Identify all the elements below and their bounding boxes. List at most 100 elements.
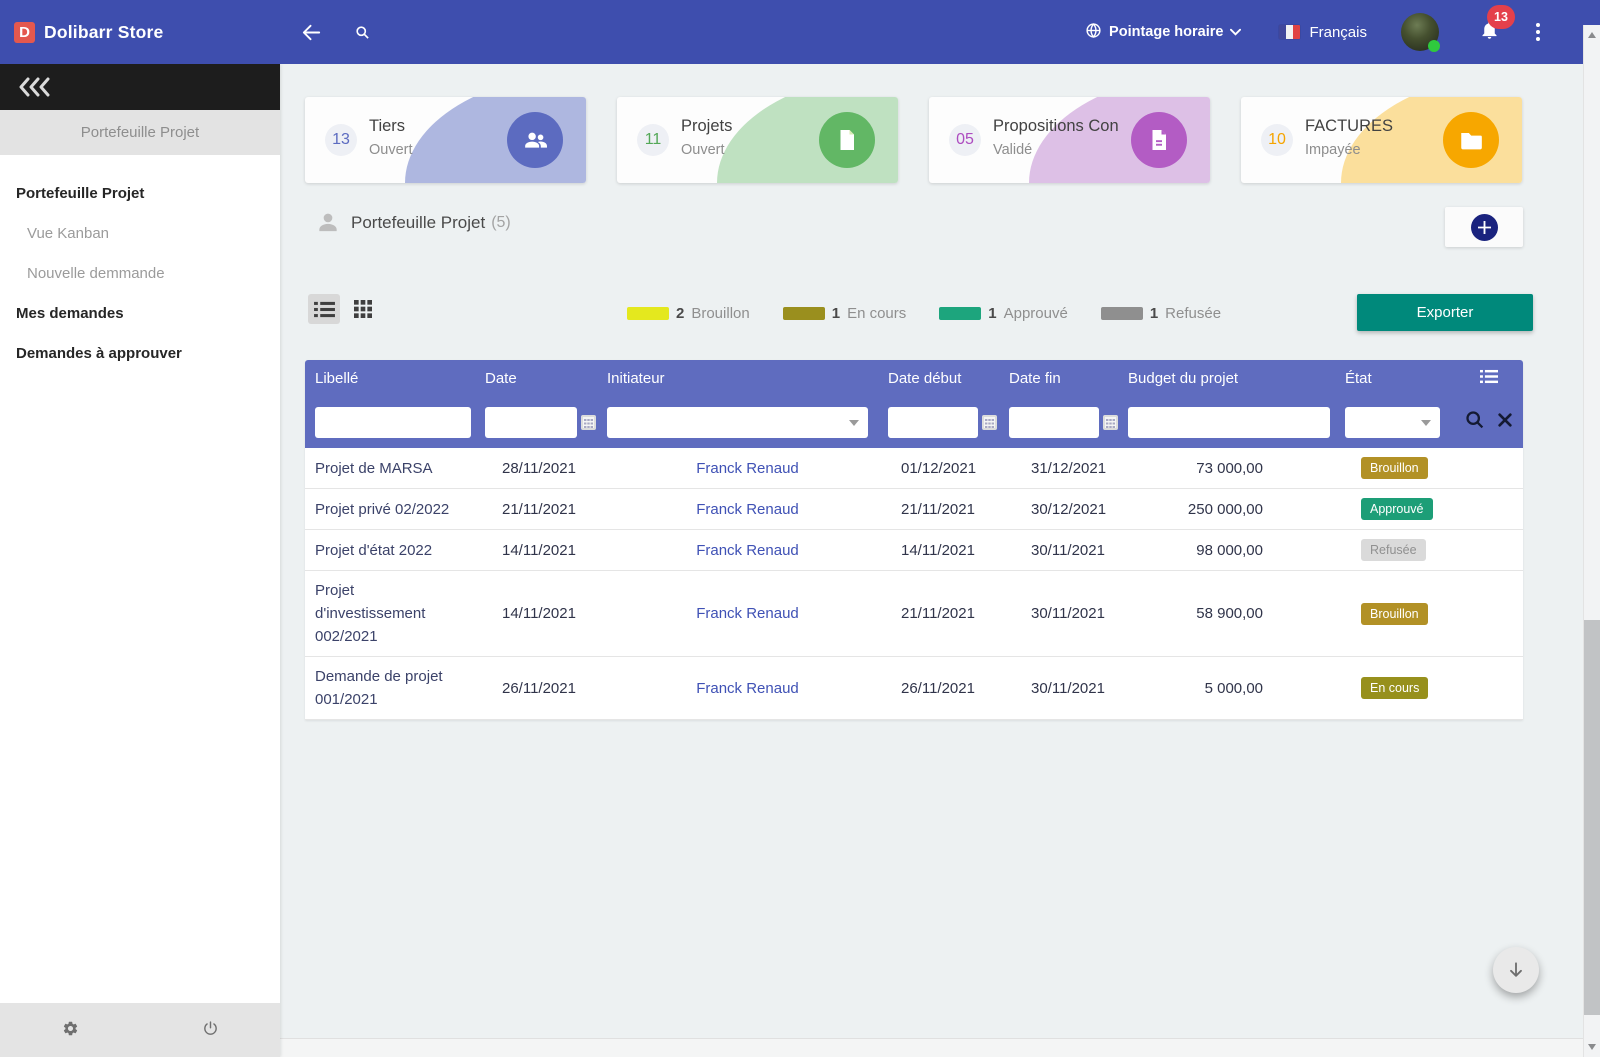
- legend-count: 1: [988, 305, 997, 322]
- initiateur-link[interactable]: Franck Renaud: [696, 500, 799, 518]
- legend-label: En cours: [847, 305, 907, 322]
- project-link[interactable]: Projet d'état 2022: [315, 541, 433, 559]
- date-debut-cell: 21/11/2021: [901, 605, 975, 622]
- user-menu[interactable]: [1401, 13, 1440, 52]
- propositions-count: 05: [949, 124, 981, 156]
- chevron-down-icon: [1230, 24, 1242, 40]
- column-header-etat[interactable]: État: [1345, 369, 1372, 387]
- filter-date-input[interactable]: [485, 406, 577, 438]
- top-navbar: D Dolibarr Store Pointage horaire França…: [0, 0, 1600, 64]
- date-fin-cell: 30/12/2021: [1031, 500, 1107, 518]
- budget-cell: 98 000,00: [1196, 541, 1263, 559]
- project-link[interactable]: Projet de MARSA: [315, 459, 433, 477]
- filter-budget-input[interactable]: [1128, 406, 1330, 438]
- table-row: Projet d'état 2022 14/11/2021 Franck Ren…: [305, 530, 1523, 571]
- logout-power-icon[interactable]: [202, 1020, 219, 1042]
- legend-swatch-refusee: [1100, 307, 1143, 320]
- column-header-budget[interactable]: Budget du projet: [1128, 369, 1239, 387]
- person-icon: [319, 213, 337, 232]
- list-view-button[interactable]: [308, 294, 340, 324]
- language-selector[interactable]: Français: [1279, 24, 1367, 41]
- budget-cell: 5 000,00: [1204, 679, 1263, 697]
- scrollbar-up-arrow[interactable]: [1588, 32, 1596, 38]
- filter-etat-select[interactable]: [1345, 406, 1440, 438]
- scrollbar-down-arrow[interactable]: [1588, 1044, 1596, 1050]
- more-menu-icon[interactable]: [1536, 23, 1540, 41]
- status-badge: Refusée: [1361, 539, 1426, 561]
- date-cell: 14/11/2021: [502, 605, 576, 622]
- budget-cell: 58 900,00: [1196, 605, 1263, 622]
- notifications-button[interactable]: 13: [1479, 4, 1515, 46]
- horizontal-scrollbar[interactable]: [280, 1038, 1583, 1057]
- table-row: Projet privé 02/2022 21/11/2021 Franck R…: [305, 489, 1523, 530]
- portfolio-section-header: Portefeuille Projet (5): [315, 210, 511, 236]
- date-fin-cell: 30/11/2021: [1031, 679, 1105, 697]
- status-badge: Brouillon: [1361, 457, 1428, 479]
- scrollbar-thumb[interactable]: [1584, 620, 1600, 1015]
- calendar-icon[interactable]: [981, 414, 998, 431]
- add-project-button[interactable]: [1445, 207, 1523, 247]
- project-link[interactable]: Demande de projet 001/2021: [315, 668, 443, 708]
- sidebar-item-mes-demandes[interactable]: Mes demandes: [16, 304, 124, 322]
- scroll-down-button[interactable]: [1493, 947, 1539, 993]
- tiers-title: Tiers: [369, 117, 406, 135]
- filter-initiateur-select[interactable]: [607, 406, 868, 438]
- column-header-date-debut[interactable]: Date début: [888, 369, 962, 387]
- notification-badge: 13: [1487, 4, 1515, 29]
- plus-icon: [1470, 213, 1498, 241]
- dolibarr-logo[interactable]: D: [14, 21, 35, 43]
- sidebar-module-header: Portefeuille Projet: [0, 110, 280, 155]
- column-header-date[interactable]: Date: [485, 369, 517, 387]
- export-button[interactable]: Exporter: [1357, 294, 1533, 331]
- initiateur-link[interactable]: Franck Renaud: [696, 679, 799, 697]
- date-cell: 14/11/2021: [502, 541, 576, 559]
- stat-card-tiers[interactable]: 13 Tiers Ouvert: [305, 97, 586, 183]
- stat-card-projets[interactable]: 11 Projets Ouvert: [617, 97, 898, 183]
- grid-view-button[interactable]: [347, 294, 379, 324]
- sidebar-collapse-button[interactable]: [0, 64, 280, 110]
- table-row: Projet d'investissement 002/2021 14/11/2…: [305, 571, 1523, 657]
- sidebar-footer: [0, 1003, 280, 1057]
- column-header-date-fin[interactable]: Date fin: [1009, 369, 1061, 387]
- project-link[interactable]: Projet d'investissement 002/2021: [315, 582, 426, 645]
- initiateur-link[interactable]: Franck Renaud: [696, 541, 799, 559]
- french-flag-icon: [1279, 25, 1301, 39]
- date-cell: 28/11/2021: [502, 459, 576, 477]
- vertical-scrollbar[interactable]: [1583, 25, 1600, 1057]
- initiateur-link[interactable]: Franck Renaud: [696, 459, 799, 477]
- calendar-icon[interactable]: [1102, 414, 1119, 431]
- tiers-subtitle: Ouvert: [369, 142, 413, 158]
- module-switcher[interactable]: Pointage horaire: [1085, 22, 1242, 43]
- calendar-icon[interactable]: [580, 414, 597, 431]
- sidebar-item-portefeuille-projet[interactable]: Portefeuille Projet: [16, 184, 145, 202]
- triple-chevron-left-icon: [19, 77, 50, 97]
- search-icon[interactable]: [355, 25, 370, 40]
- app-title: Dolibarr Store: [44, 21, 164, 42]
- settings-gear-icon[interactable]: [62, 1020, 79, 1042]
- stat-card-factures[interactable]: 10 FACTURES Impayée: [1241, 97, 1522, 183]
- budget-cell: 250 000,00: [1187, 500, 1263, 518]
- propositions-subtitle: Validé: [993, 142, 1033, 158]
- date-cell: 21/11/2021: [502, 500, 576, 518]
- sidebar-item-vue-kanban[interactable]: Vue Kanban: [27, 224, 110, 242]
- sidebar-item-demandes-a-approuver[interactable]: Demandes à approuver: [16, 344, 182, 362]
- filter-date-fin-input[interactable]: [1009, 406, 1099, 438]
- filter-libelle-input[interactable]: [315, 406, 471, 438]
- back-arrow-icon[interactable]: [300, 21, 323, 44]
- date-debut-cell: 26/11/2021: [901, 679, 975, 697]
- file-icon: [819, 112, 875, 168]
- filter-date-debut-input[interactable]: [888, 406, 978, 438]
- folder-icon: [1443, 112, 1499, 168]
- project-link[interactable]: Projet privé 02/2022: [315, 500, 450, 518]
- sidebar-item-nouvelle-demande[interactable]: Nouvelle demmande: [27, 264, 165, 282]
- column-settings-icon[interactable]: [1460, 369, 1518, 388]
- legend-brouillon: 2 Brouillon: [627, 305, 750, 322]
- stat-card-propositions[interactable]: 05 Propositions Con Validé: [929, 97, 1210, 183]
- portfolio-count: (5): [491, 214, 511, 231]
- column-header-initiateur[interactable]: Initiateur: [607, 369, 665, 387]
- tiers-count: 13: [325, 124, 357, 156]
- apply-filter-search-icon[interactable]: [1464, 409, 1485, 435]
- clear-filter-x-icon[interactable]: [1497, 412, 1513, 433]
- column-header-libelle[interactable]: Libellé: [315, 369, 359, 387]
- initiateur-link[interactable]: Franck Renaud: [696, 605, 799, 622]
